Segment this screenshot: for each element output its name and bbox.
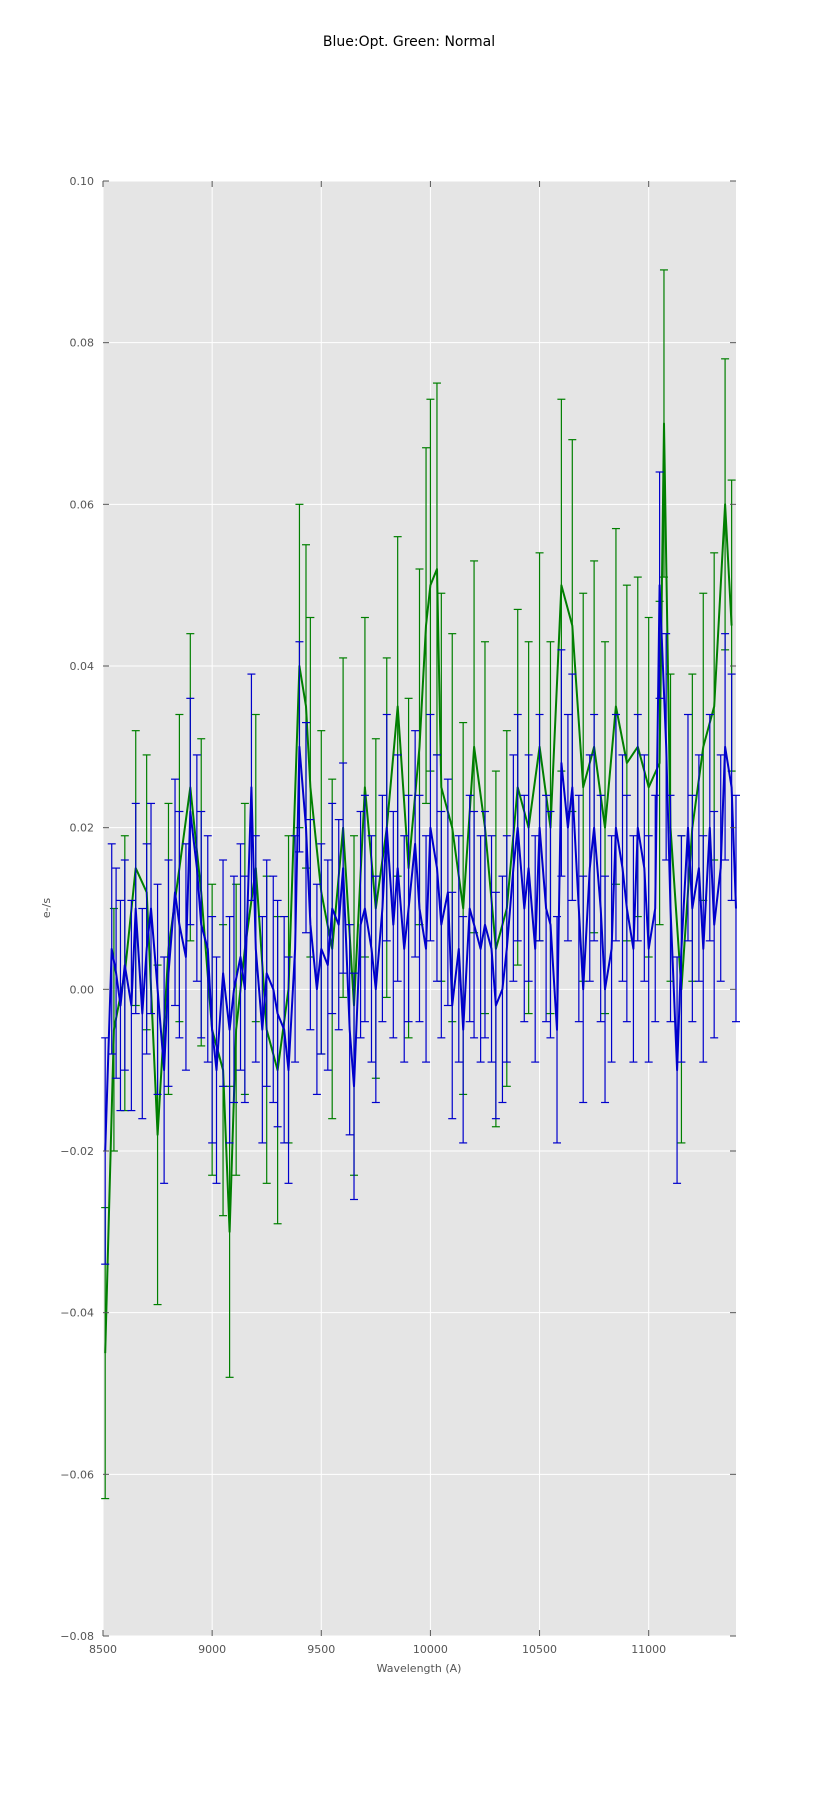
- series-layer: [101, 269, 740, 1500]
- y-tick-label: 0.02: [70, 822, 95, 835]
- y-tick-label: 0.10: [70, 175, 95, 188]
- y-tick-label: 0.00: [70, 983, 95, 996]
- x-tick-label: 10000: [413, 1643, 448, 1656]
- y-tick-label: −0.04: [60, 1307, 94, 1320]
- x-axis-label: Wavelength (A): [377, 1662, 462, 1675]
- x-tick-label: 10500: [522, 1643, 557, 1656]
- series-1: [101, 471, 740, 1265]
- y-tick-label: −0.02: [60, 1145, 94, 1158]
- y-tick-label: −0.06: [60, 1468, 94, 1481]
- y-tick-label: 0.08: [70, 337, 95, 350]
- chart-title: Blue:Opt. Green: Normal: [323, 34, 495, 50]
- ticks: 8500 9000 9500 10000 10500 11000 −0.08 −0.06 −0.…: [60, 175, 736, 1656]
- y-axis-label: e-/s: [40, 898, 53, 918]
- x-tick-label: 11000: [631, 1643, 666, 1656]
- y-tick-label: −0.08: [60, 1630, 94, 1643]
- x-tick-label: 9500: [307, 1643, 335, 1656]
- x-tick-label: 8500: [89, 1643, 117, 1656]
- y-tick-label: 0.04: [70, 660, 95, 673]
- series-line: [104, 584, 737, 1152]
- x-tick-label: 9000: [198, 1643, 226, 1656]
- y-tick-label: 0.06: [70, 498, 95, 511]
